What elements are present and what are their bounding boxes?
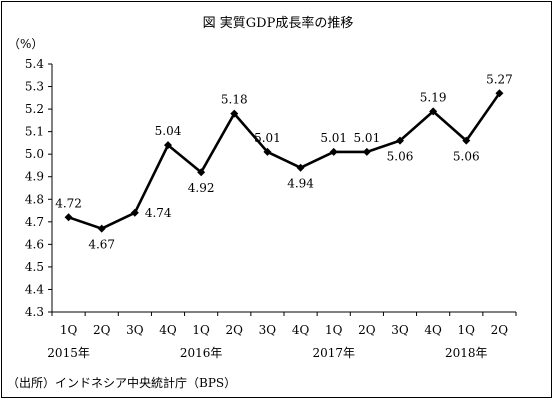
data-label: 4.67 [88,238,115,252]
y-tick-label: 4.5 [25,260,44,274]
chart-title: 図 実質GDP成長率の推移 [203,15,354,31]
data-label: 4.72 [55,196,82,210]
year-label: 2015年 [47,346,90,360]
x-tick-label: 2Q [491,323,509,337]
year-label: 2018年 [445,346,488,360]
data-point [396,136,404,145]
data-label: 5.27 [486,72,513,86]
data-point [97,224,106,233]
data-point [64,213,73,222]
series-line [68,92,501,230]
y-tick-label: 4.6 [25,237,44,251]
data-points [64,89,504,233]
year-label: 2017年 [312,346,355,360]
x-tick-label: 1Q [325,323,343,337]
data-point [296,163,305,172]
x-tick-label: 3Q [126,323,144,337]
x-tick-label: 3Q [259,323,277,337]
data-label: 5.18 [221,93,248,107]
x-tick-label: 4Q [292,323,310,337]
data-point [197,168,206,177]
y-tick-label: 4.8 [25,192,44,206]
data-point [130,208,139,217]
y-tick-label: 4.9 [25,170,44,184]
x-tick-label: 2Q [358,323,376,337]
data-point [230,109,239,118]
y-tick-label: 5.3 [25,80,44,94]
x-tick-label: 1Q [192,323,210,337]
source-note: （出所）インドネシア中央統計庁（BPS） [7,375,236,390]
data-label: 5.01 [353,131,380,145]
year-label: 2016年 [180,346,223,360]
data-point [329,147,338,156]
y-tick-label: 5.0 [25,147,44,161]
data-point [263,147,272,156]
data-label: 5.01 [254,131,281,145]
x-tick-label: 1Q [60,323,78,337]
data-point [462,136,471,145]
data-label: 5.06 [453,150,480,164]
gdp-growth-line [68,92,501,230]
y-tick-label: 5.1 [25,125,44,139]
data-label: 5.01 [320,131,347,145]
data-point [495,89,504,98]
data-label: 4.74 [145,206,172,220]
y-tick-labels: 5.4 5.3 5.2 5.1 5.0 4.9 4.8 4.7 4.6 4.5 4.4 4.3 [25,57,44,319]
y-tick-label: 4.7 [25,215,44,229]
data-labels: 4.72 4.67 4.74 5.04 4.92 5.18 5.01 4.94 5.01 5.01… [55,72,513,251]
x-tick-label: 1Q [458,323,476,337]
data-label: 5.06 [387,150,414,164]
y-tick-label: 5.4 [25,57,44,71]
data-point [164,141,172,150]
x-tick-label: 4Q [159,323,177,337]
y-tick-label: 5.2 [25,102,44,116]
y-tick-label: 4.3 [25,305,44,319]
data-label: 4.92 [188,181,215,195]
y-axis-unit: （%） [8,37,43,51]
x-tick-label: 2Q [226,323,244,337]
data-point [429,107,438,116]
data-label: 5.19 [420,90,447,104]
data-label: 5.04 [155,124,182,138]
axes [48,63,517,316]
x-tick-label: 3Q [391,323,409,337]
y-tick-label: 4.4 [25,282,44,296]
data-label: 4.94 [287,177,314,191]
x-tick-label: 4Q [424,323,442,337]
x-tick-label: 2Q [93,323,111,337]
data-point [362,147,371,156]
